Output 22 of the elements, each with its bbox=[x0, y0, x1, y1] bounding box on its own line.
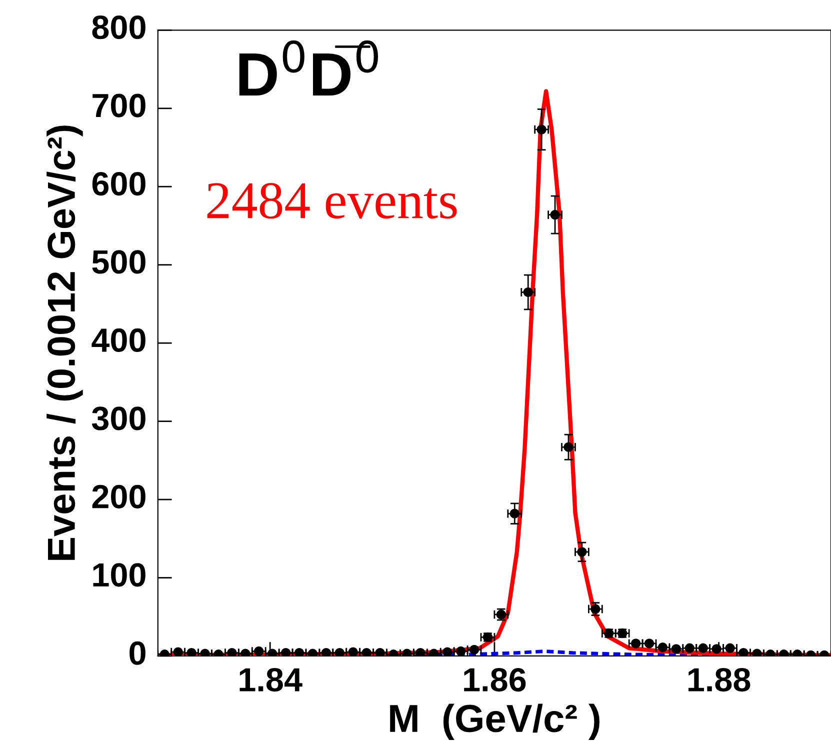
y-tick-label: 400 bbox=[92, 328, 146, 352]
y-tick-label: 700 bbox=[92, 94, 146, 118]
x-tick-label: 1.86 bbox=[464, 668, 526, 692]
chart-title: D$^{0}$D̅$^{0}$ bbox=[239, 40, 378, 96]
y-tick-label: 0 bbox=[130, 641, 146, 665]
y-axis-title: Events / (0.0012 GeV/c²) bbox=[46, 126, 83, 560]
annotation: 2484 events bbox=[207, 182, 457, 219]
y-tick-label: 200 bbox=[92, 484, 146, 508]
point bbox=[564, 442, 574, 452]
y-tick-label: 100 bbox=[93, 563, 146, 587]
y-tick-label: 600 bbox=[92, 172, 146, 196]
y-tick-label: 300 bbox=[92, 406, 146, 430]
x-tick-label: 1.84 bbox=[240, 668, 302, 692]
point bbox=[550, 210, 560, 220]
x-tick-label: 1.88 bbox=[688, 668, 750, 692]
y-tick-label: 500 bbox=[92, 250, 146, 274]
x-axis-title: M (GeV/c² ) bbox=[390, 704, 600, 740]
point bbox=[536, 124, 546, 134]
point bbox=[510, 508, 520, 518]
y-tick-label: 800 bbox=[92, 16, 146, 40]
point bbox=[577, 547, 587, 557]
point bbox=[523, 287, 533, 298]
